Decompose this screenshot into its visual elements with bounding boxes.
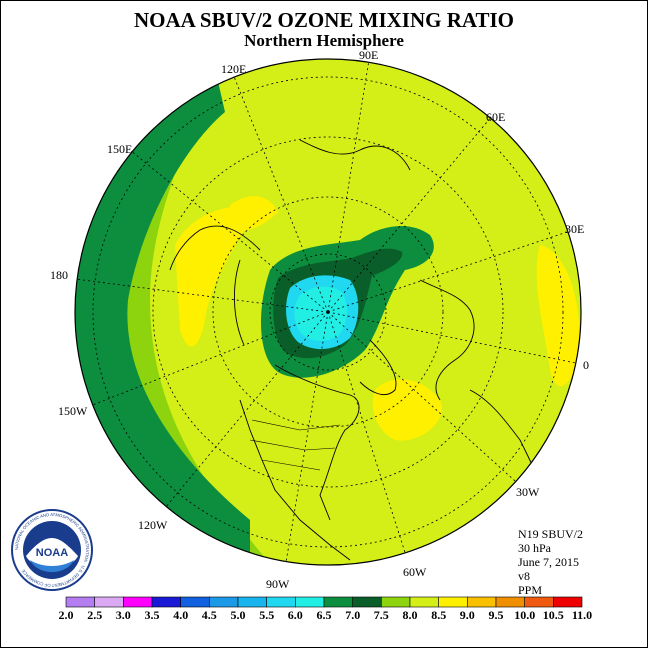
lon-label-60w: 60W (403, 565, 427, 579)
lon-label-120w: 120W (138, 518, 168, 532)
meridian-180 (75, 277, 329, 313)
meridian-0 (327, 311, 581, 366)
north-america-east-coast (274, 364, 360, 521)
lon-label-90e: 90E (359, 48, 379, 62)
colorbar-swatch (380, 596, 411, 608)
band-8-0-8-5-siberia (230, 196, 278, 232)
colorbar-swatch (237, 596, 268, 608)
logo-wave-icon (30, 560, 74, 572)
figure-subtitle: Northern Hemisphere (244, 31, 404, 50)
colorbar-tick-label: 7.5 (373, 608, 389, 622)
colorbar-swatch (466, 596, 497, 608)
latitude-circle-80 (269, 253, 387, 371)
colorbar-swatch (180, 596, 210, 608)
lon-label-180: 180 (50, 268, 68, 282)
colorbar-tick-label: 10.5 (542, 608, 564, 622)
lon-label-150e: 150E (107, 142, 133, 156)
colorbar-tick-label: 10.0 (514, 608, 536, 622)
lon-label-90w: 90W (266, 577, 290, 591)
colorbar-swatch (495, 596, 526, 608)
noaa-logo: NOAA NATIONAL OCEANIC AND ATMOSPHERIC AD… (11, 509, 93, 591)
colorbar-tick-label: 6.0 (287, 608, 303, 622)
colorbar-tick-label: 2.0 (58, 608, 74, 622)
colorbar-swatch (209, 596, 239, 608)
latitude-circle-70 (212, 196, 444, 428)
info-satellite: N19 SBUV/2 (518, 527, 584, 541)
north-america-west-coast (239, 399, 351, 561)
lon-label-60e: 60E (486, 110, 506, 124)
himalaya-region (299, 139, 411, 171)
lon-label-30e: 30E (565, 222, 585, 236)
info-level: 30 hPa (518, 541, 551, 555)
colorbar-swatch (352, 596, 382, 608)
band-8-0-8-5-atlantic (372, 379, 442, 441)
bering-coast (234, 259, 245, 346)
logo-label: NOAA (36, 547, 68, 559)
colorbar-tick-label: 9.5 (488, 608, 504, 622)
colorbar-swatch (94, 596, 124, 608)
latitude-circle-60 (152, 136, 504, 488)
colorbar-swatch (65, 596, 96, 608)
asia-pacific-coast (169, 225, 261, 271)
lon-label-0: 0 (583, 358, 589, 372)
colorbar-tick-label: 5.0 (230, 608, 246, 622)
lon-label-150w: 150W (58, 404, 88, 418)
meridian-30w (327, 311, 526, 491)
lon-label-30w: 30W (516, 485, 540, 499)
colorbar-tick-label: 5.5 (259, 608, 275, 622)
colorbar-tick-label: 8.0 (402, 608, 418, 622)
colorbar-tick-label: 11.0 (571, 608, 593, 622)
meridian-90w (282, 311, 329, 565)
lon-label-120e: 120E (221, 62, 247, 76)
greenland (359, 339, 397, 395)
band-8-0-8-5-asia (175, 206, 255, 347)
colorbar-swatch (151, 596, 182, 608)
europe-coast (419, 279, 475, 401)
info-version: v8 (518, 569, 530, 583)
band-8-0-8-5-europe (536, 245, 580, 387)
colorbar-swatch (266, 596, 296, 608)
colorbar-tick-label: 6.5 (316, 608, 332, 622)
band-6-5-7-0-pacific (75, 59, 250, 565)
hemisphere-boundary (74, 58, 582, 566)
colorbar-tick-label: 4.5 (201, 608, 217, 622)
colorbar-swatch (409, 596, 440, 608)
meridian-30e (327, 229, 574, 313)
colorbar-swatch (123, 596, 153, 608)
graticule (75, 59, 581, 565)
colorbar-tick-label: 3.5 (144, 608, 160, 622)
colorbar-swatch (552, 596, 583, 608)
colorbar-swatch (294, 596, 325, 608)
colorbar-swatch (524, 596, 554, 608)
colorbar-tick-label: 9.0 (459, 608, 475, 622)
colorbar (65, 596, 583, 608)
info-date: June 7, 2015 (518, 555, 579, 569)
colorbar-tick-label: 4.0 (173, 608, 189, 622)
colorbar-swatch (323, 596, 354, 608)
colorbar-tick-label: 7.0 (345, 608, 361, 622)
info-units: PPM (518, 583, 543, 597)
colorbar-tick-label: 3.0 (115, 608, 131, 622)
figure-title: NOAA SBUV/2 OZONE MIXING RATIO (134, 8, 514, 32)
meridian-120w (154, 311, 329, 521)
coastlines (169, 139, 546, 561)
logo-gull-icon (26, 538, 78, 568)
colorbar-tick-label: 8.5 (431, 608, 447, 622)
band-5-5-6-0-pole (294, 286, 347, 341)
colorbar-tick-label: 2.5 (87, 608, 103, 622)
latitude-circle-50 (92, 76, 564, 548)
colorbar-swatch (438, 596, 468, 608)
